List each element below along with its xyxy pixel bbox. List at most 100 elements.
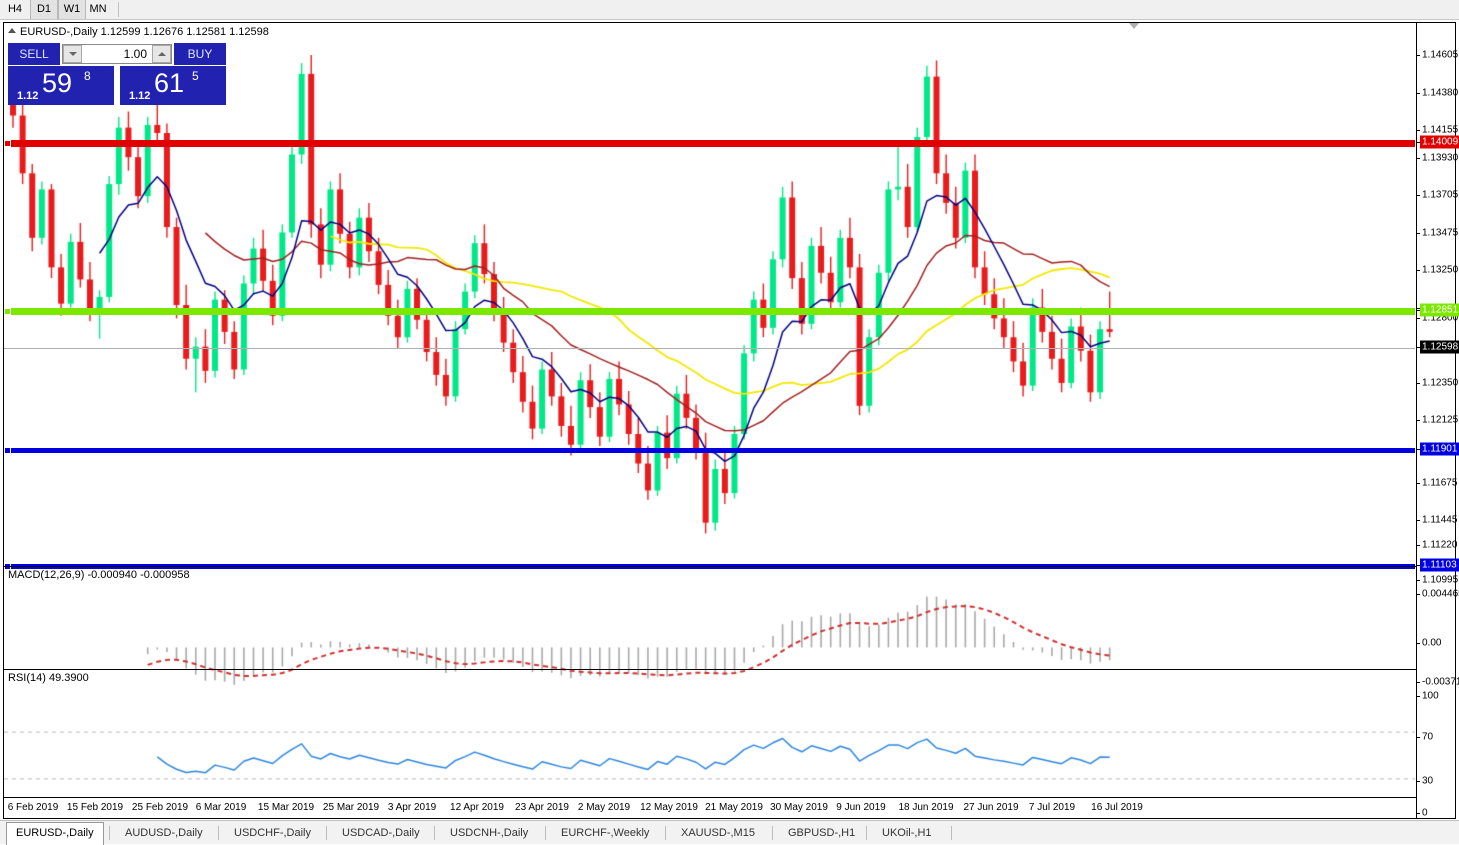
tab-separator xyxy=(434,826,435,840)
volume-increase-button[interactable] xyxy=(152,45,171,63)
date-tick-label: 15 Feb 2019 xyxy=(66,802,124,813)
price-tick-label: 1.11675 xyxy=(1422,477,1458,489)
buy-price-display[interactable]: 1.12 61 5 xyxy=(120,66,226,105)
price-tick-label: 1.12350 xyxy=(1422,377,1459,389)
price-tick-label: 1.12125 xyxy=(1422,414,1459,426)
axis-tick xyxy=(1416,737,1420,738)
chart-area[interactable]: EURUSD-,Daily 1.12599 1.12676 1.12581 1.… xyxy=(3,22,1456,835)
chart-tab-audusd[interactable]: AUDUSD-,Daily xyxy=(125,827,203,839)
tab-separator xyxy=(866,826,867,840)
scroll-marker-icon[interactable] xyxy=(1129,23,1139,29)
axis-tick xyxy=(1416,93,1420,94)
price-chart-canvas[interactable] xyxy=(4,40,1415,835)
axis-tick xyxy=(1416,270,1420,271)
timeframe-d1[interactable]: D1 xyxy=(30,0,58,19)
axis-tick xyxy=(1416,142,1420,143)
date-tick-label: 6 Feb 2019 xyxy=(7,802,59,813)
axis-tick xyxy=(1416,449,1420,450)
rsi-tick-label: 30 xyxy=(1422,775,1434,787)
price-level-marker: 1.11901 xyxy=(1420,442,1459,456)
axis-tick xyxy=(1416,781,1420,782)
chart-tab-usdchf[interactable]: USDCHF-,Daily xyxy=(234,827,311,839)
volume-decrease-button[interactable] xyxy=(63,45,82,63)
axis-tick xyxy=(1416,682,1420,683)
date-tick-label: 25 Feb 2019 xyxy=(131,802,189,813)
timeframe-toolbar: H4 D1 W1 MN xyxy=(0,0,1459,20)
rsi-pane-divider xyxy=(4,669,1416,670)
date-tick-label: 25 Mar 2019 xyxy=(322,802,380,813)
level-line-pivot[interactable] xyxy=(4,308,1415,315)
axis-tick xyxy=(1416,308,1420,309)
date-tick-label: 12 May 2019 xyxy=(640,802,698,813)
chart-tab-usdcad[interactable]: USDCAD-,Daily xyxy=(342,827,420,839)
axis-tick xyxy=(1416,130,1420,131)
price-axis[interactable]: 1.14605 1.14380 1.14155 1.13930 1.13705 1.134… xyxy=(1416,22,1459,819)
chart-tab-gbpusd[interactable]: GBPUSD-,H1 xyxy=(788,827,856,839)
tab-separator xyxy=(218,826,219,840)
rsi-tick-label: 70 xyxy=(1422,731,1434,743)
level-line-resistance[interactable] xyxy=(4,140,1415,147)
toolbar-separator xyxy=(118,2,119,17)
price-tick-label: 1.11220 xyxy=(1422,539,1458,551)
chart-header: EURUSD-,Daily 1.12599 1.12676 1.12581 1.… xyxy=(8,26,269,38)
chart-tab-usdcnh[interactable]: USDCNH-,Daily xyxy=(450,827,529,839)
macd-label: MACD(12,26,9) -0.000940 -0.000958 xyxy=(8,569,190,581)
price-tick-label: 1.10995 xyxy=(1422,574,1459,586)
sell-button[interactable]: SELL xyxy=(8,43,60,65)
macd-tick-label: -0.00371 xyxy=(1422,676,1459,688)
tab-separator xyxy=(545,826,546,840)
chart-tab-eurusd[interactable]: EURUSD-,Daily xyxy=(6,822,104,845)
axis-tick xyxy=(1416,347,1420,348)
buy-price-base: 1.12 xyxy=(129,90,151,102)
level-line-current[interactable] xyxy=(4,348,1415,349)
axis-tick xyxy=(1416,310,1420,311)
timeframe-mn[interactable]: MN xyxy=(89,3,107,15)
price-tick-label: 1.12800 xyxy=(1422,312,1459,324)
date-tick-label: 18 Jun 2019 xyxy=(898,802,954,813)
tab-separator xyxy=(951,826,952,840)
axis-tick xyxy=(1416,233,1420,234)
price-level-marker: 1.11103 xyxy=(1420,558,1459,572)
axis-tick xyxy=(1416,565,1420,566)
chart-tab-ukoil[interactable]: UKOil-,H1 xyxy=(882,827,932,839)
volume-input[interactable]: 1.00 xyxy=(62,44,172,64)
price-tick-label: 1.13930 xyxy=(1422,152,1459,164)
price-level-marker: 1.14009 xyxy=(1420,135,1459,149)
price-tick-label: 1.11445 xyxy=(1422,514,1458,526)
axis-tick xyxy=(1416,158,1420,159)
chart-tab-eurchf[interactable]: EURCHF-,Weekly xyxy=(561,827,650,839)
timeframe-w1[interactable]: W1 xyxy=(58,0,86,19)
one-click-trading-panel[interactable]: SELL 1.00 BUY 1.12 59 8 1.12 61 5 xyxy=(8,43,226,105)
axis-tick xyxy=(1416,483,1420,484)
date-tick-label: 12 Apr 2019 xyxy=(450,802,504,813)
sell-price-display[interactable]: 1.12 59 8 xyxy=(8,66,114,105)
price-tick-label: 1.14155 xyxy=(1422,124,1459,136)
tab-separator xyxy=(665,826,666,840)
price-tick-label: 1.14380 xyxy=(1422,87,1459,99)
timeframe-h4[interactable]: H4 xyxy=(7,3,23,15)
buy-price-fraction: 5 xyxy=(192,69,199,83)
level-handle-resistance[interactable] xyxy=(4,140,11,147)
date-axis[interactable]: 6 Feb 2019 15 Feb 2019 25 Feb 2019 6 Mar 20… xyxy=(3,797,1416,818)
macd-tick-label: 0.004465 xyxy=(1422,588,1459,600)
trade-controls-row: SELL 1.00 BUY xyxy=(8,43,226,65)
axis-tick xyxy=(1416,643,1420,644)
chart-tab-xauusd[interactable]: XAUUSD-,M15 xyxy=(681,827,755,839)
collapse-triangle-icon[interactable] xyxy=(8,28,16,33)
price-tick-label: 1.13475 xyxy=(1422,227,1459,239)
date-tick-label: 27 Jun 2019 xyxy=(963,802,1019,813)
level-handle-pivot[interactable] xyxy=(4,308,11,315)
date-tick-label: 21 May 2019 xyxy=(705,802,763,813)
axis-tick xyxy=(1416,813,1420,814)
macd-tick-label: 0.00 xyxy=(1422,637,1442,649)
axis-tick xyxy=(1416,545,1420,546)
axis-tick xyxy=(1416,55,1420,56)
level-handle-support-1[interactable] xyxy=(4,447,11,454)
price-level-marker: 1.12851 xyxy=(1420,303,1459,317)
level-line-support-1[interactable] xyxy=(4,448,1415,453)
buy-button[interactable]: BUY xyxy=(174,43,226,65)
sell-price-fraction: 8 xyxy=(84,69,91,83)
date-tick-label: 15 Mar 2019 xyxy=(257,802,315,813)
macd-pane-divider xyxy=(4,566,1416,567)
